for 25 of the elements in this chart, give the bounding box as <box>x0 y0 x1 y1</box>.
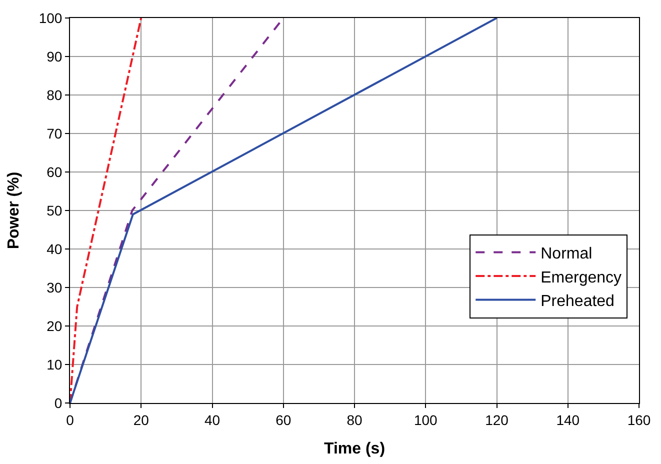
x-tick-label: 40 <box>204 412 220 428</box>
x-tick-label: 0 <box>66 412 74 428</box>
y-tick-label: 50 <box>46 202 62 218</box>
y-tick-label: 10 <box>46 356 62 372</box>
x-tick-label: 140 <box>556 412 580 428</box>
x-tick-label: 160 <box>627 412 651 428</box>
x-tick-label: 80 <box>346 412 362 428</box>
legend-label: Preheated <box>540 293 614 310</box>
y-tick-label: 80 <box>46 86 62 103</box>
y-tick-label: 100 <box>38 10 62 26</box>
legend-label: Normal <box>540 245 592 262</box>
y-axis-title: Power (%) <box>6 172 23 250</box>
legend-label: Emergency <box>540 269 622 286</box>
x-axis-title: Time (s) <box>324 440 386 458</box>
y-tick-label: 60 <box>46 164 62 180</box>
x-tick-label: 20 <box>133 412 150 428</box>
x-tick-label: 120 <box>485 412 509 428</box>
y-tick-label: 20 <box>46 318 62 334</box>
y-tick-label: 30 <box>46 279 62 296</box>
x-tick-label: 100 <box>414 412 438 428</box>
y-tick-label: 40 <box>46 240 62 257</box>
x-tick-label: 60 <box>276 412 292 428</box>
y-tick-label: 90 <box>46 48 62 64</box>
y-tick-label: 70 <box>46 125 62 142</box>
y-tick-label: 0 <box>54 394 62 411</box>
